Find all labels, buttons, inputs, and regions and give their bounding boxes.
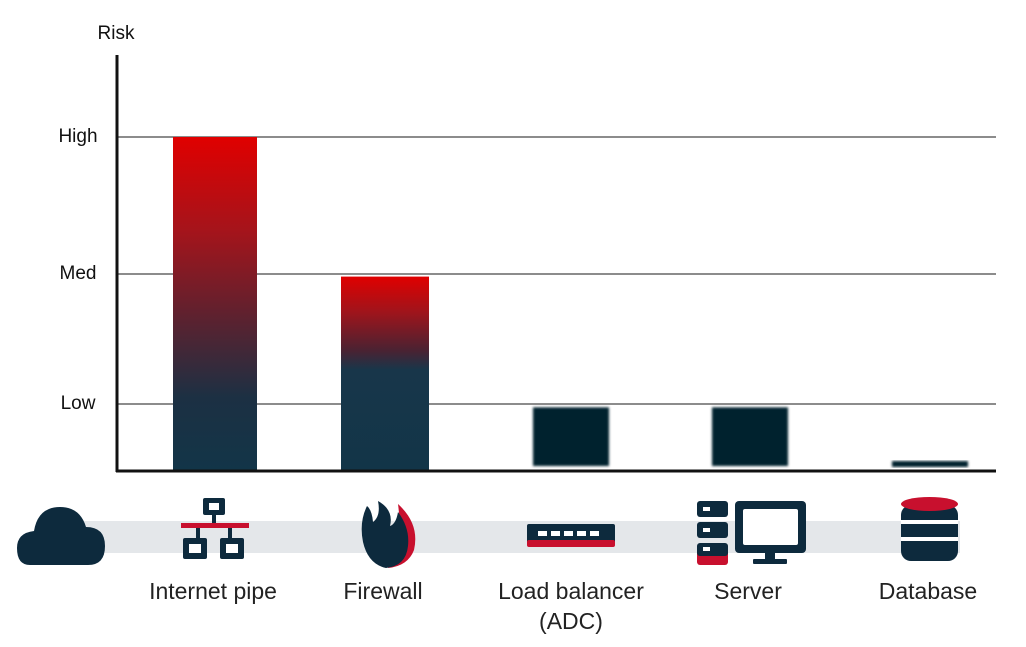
bar-database: [892, 461, 968, 467]
x-category-label-5: Database: [879, 578, 977, 604]
flame-icon: [361, 501, 416, 568]
database-icon: [901, 497, 958, 561]
y-tick-label-med: Med: [60, 263, 97, 284]
bar-load-balancer-adc: [533, 407, 609, 466]
x-category-label-4: Server: [714, 578, 782, 604]
y-tick-label-high: High: [58, 126, 97, 147]
bar-internet-pipe: [173, 137, 257, 471]
x-category-label-2: Firewall: [343, 578, 422, 604]
server-icon: [697, 501, 806, 565]
y-tick-label-low: Low: [61, 393, 96, 414]
y-axis-title: Risk: [98, 23, 135, 44]
bar-server: [712, 407, 788, 466]
x-category-label-1: Internet pipe: [149, 578, 277, 604]
x-category-label-3: Load balancer (ADC): [498, 578, 644, 634]
bar-firewall: [341, 276, 429, 471]
network-icon: [181, 498, 249, 559]
cloud-icon: [17, 507, 105, 565]
load-balancer-icon: [527, 524, 615, 547]
